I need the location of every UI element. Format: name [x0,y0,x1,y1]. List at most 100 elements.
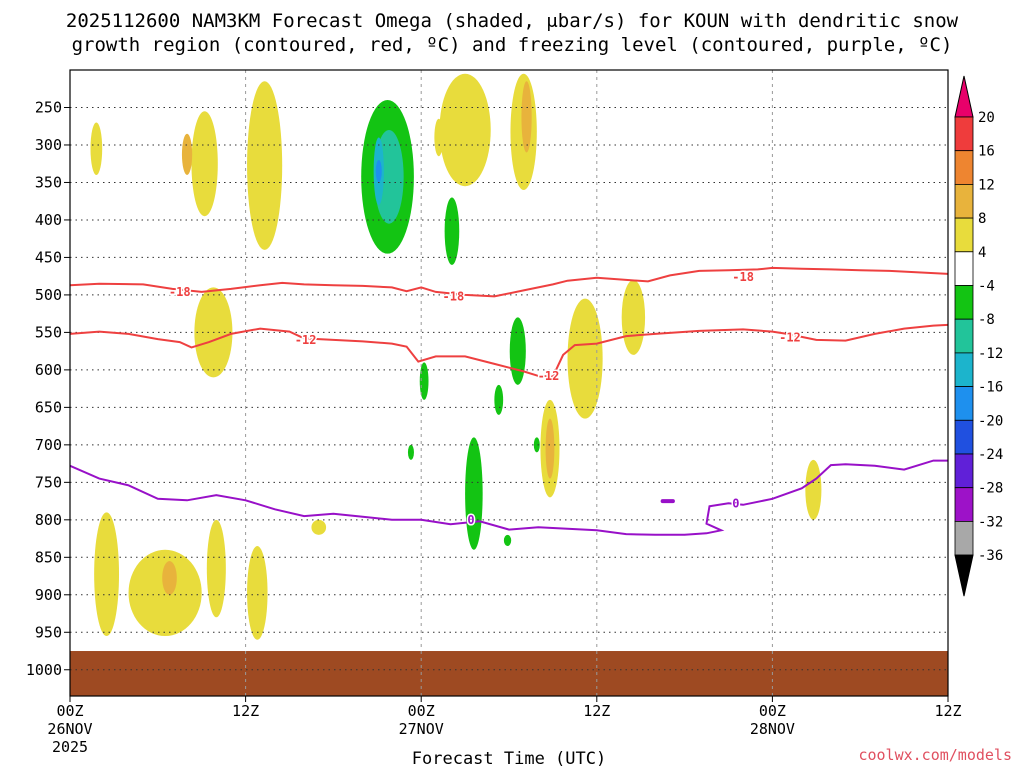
y-tick-label-15: 1000 [26,661,62,679]
x-tick-label-3: 12Z [583,702,610,720]
colorbar-segment-10 [954,453,974,489]
contour-line-1 [70,323,948,378]
x-tick-label-1: 12Z [232,702,259,720]
x-tick-date-4: 28NOV [750,720,795,738]
omega-area-1-0 [181,133,193,175]
y-tick-label-10: 750 [35,473,62,491]
credit-text: coolwx.com/models [858,746,1012,764]
omega-area-2-3 [419,362,429,400]
y-tick-label-7: 600 [35,361,62,379]
y-axis-ticks: 250 300 350 400 450 500 550 600 650 700 750 800 850 9… [26,98,70,679]
y-tick-label-2: 350 [35,173,62,191]
colorbar-segment-8 [954,386,974,421]
y-tick-label-0: 250 [35,98,62,116]
omega-area-0-2 [247,81,283,250]
omega-area-0-5 [439,73,491,187]
omega-area-2-1 [444,197,460,265]
omega-area-2-8 [503,534,512,547]
y-tick-label-1: 300 [35,136,62,154]
y-tick-label-6: 550 [35,323,62,341]
colorbar-segment-1 [954,150,974,185]
x-axis-label: Forecast Time (UTC) [412,749,606,768]
contour-line-0 [70,266,948,298]
x-tick-year-0: 2025 [52,738,88,756]
colorbar-label-6: -8 [978,312,995,328]
x-tick-date-2: 27NOV [399,720,444,738]
contour-label-1-1: -12 [538,369,560,383]
y-tick-label-4: 450 [35,248,62,266]
omega-area-0-7 [567,298,603,419]
colorbar-label-3: 8 [978,211,986,227]
grid [69,70,949,696]
contour-label-1-2: -12 [779,331,801,345]
omega-area-0-15 [311,519,327,535]
colorbar-label-1: 16 [978,144,995,160]
colorbar-label-10: -24 [978,447,1003,463]
omega-area-2-4 [407,444,414,460]
chart-subtitle: growth region (contoured, red, ºC) and f… [72,34,953,56]
colorbar-label-12: -32 [978,514,1003,530]
omega-area-0-14 [247,546,268,640]
omega-area-1-1 [521,81,532,153]
y-tick-label-3: 400 [35,211,62,229]
contour-label-2-0: 0 [467,513,474,527]
omega-area-5-0 [375,159,382,183]
colorbar-label-4: 4 [978,245,986,261]
omega-area-2-7 [533,437,540,453]
omega-area-1-2 [545,418,555,479]
omega-area-0-10 [805,459,822,520]
y-tick-label-14: 950 [35,623,62,641]
contour-label-0-0: -18 [169,285,191,299]
omega-area-2-2 [509,317,526,385]
colorbar-segment-9 [954,419,974,455]
colorbar-top-arrow [954,75,974,118]
x-tick-label-5: 12Z [934,702,961,720]
colorbar-segment-12 [954,521,974,556]
omega-area-2-6 [494,384,504,415]
colorbar-label-0: 20 [978,110,995,126]
colorbar-segment-7 [954,352,974,387]
y-tick-label-8: 650 [35,398,62,416]
ground-surface [70,651,948,696]
omega-area-0-0 [90,122,103,175]
colorbar-segment-5 [954,285,974,320]
colorbar-label-2: 12 [978,177,995,193]
omega-area-1-3 [162,561,177,595]
chart-title: 2025112600 NAM3KM Forecast Omega (shaded… [66,10,959,32]
colorbar-bottom-arrow [954,554,974,597]
colorbar-label-8: -16 [978,380,1003,396]
colorbar-label-7: -12 [978,346,1003,362]
y-tick-label-13: 900 [35,586,62,604]
temperature-contours: -18 -18 -18 -12 -12 -12 0 0 [70,266,948,536]
x-tick-label-0: 00Z [56,702,83,720]
colorbar-label-13: -36 [978,548,1003,564]
contour-label-2-1: 0 [732,496,739,510]
colorbar-segment-4 [954,251,974,286]
colorbar-label-9: -20 [978,413,1003,429]
contour-line-2 [70,459,948,536]
contour-label-0-2: -18 [732,270,754,284]
omega-area-0-8 [621,279,646,355]
omega-area-0-12 [128,549,202,637]
y-tick-label-12: 850 [35,548,62,566]
colorbar-segment-0 [954,116,974,152]
omega-area-0-13 [206,519,226,618]
colorbar-segment-6 [954,318,974,354]
plot-frame [69,69,949,697]
y-tick-label-5: 500 [35,286,62,304]
x-tick-label-4: 00Z [759,702,786,720]
contour-label-0-1: -18 [443,289,465,303]
x-tick-label-2: 00Z [408,702,435,720]
y-tick-label-11: 800 [35,511,62,529]
omega-area-0-11 [94,512,120,637]
omega-shading [70,73,948,696]
colorbar-segment-11 [954,487,974,522]
colorbar-segment-3 [954,217,974,253]
omega-area-2-5 [465,437,483,550]
x-tick-date-0: 26NOV [47,720,92,738]
contour-label-1-0: -12 [295,333,317,347]
colorbar-label-11: -28 [978,481,1003,497]
colorbar-label-5: -4 [978,279,995,295]
